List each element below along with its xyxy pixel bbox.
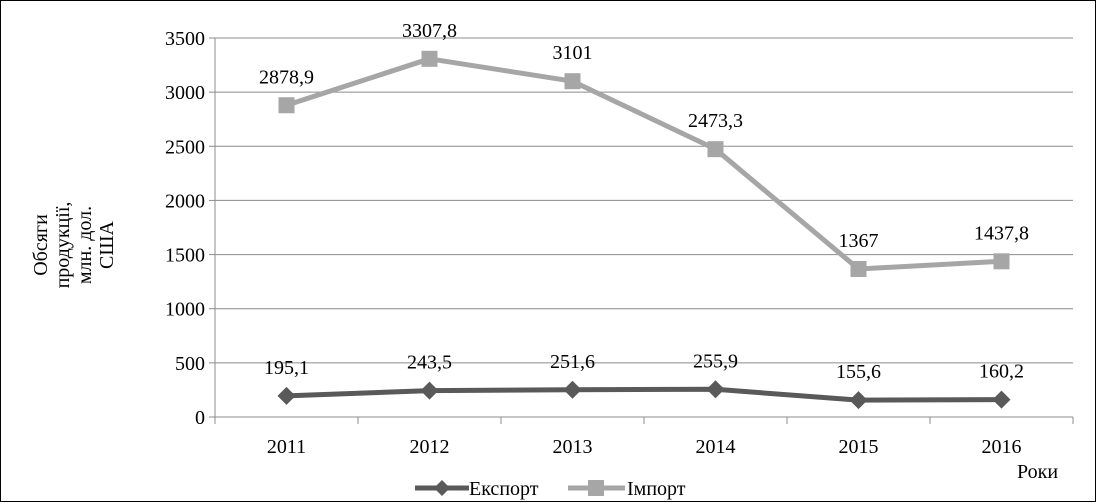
data-point-export-2011 [277,386,296,405]
y-axis-title-line-1: Обсяги [30,214,52,276]
data-label-import-2016: 1437,8 [974,222,1029,244]
data-label-import-2014: 2473,3 [688,110,743,132]
y-tick-label-1000: 1000 [165,299,205,321]
data-label-export-2012: 243,5 [407,352,452,374]
series-line-export [286,386,1002,403]
x-tick-label-2011: 2011 [267,436,306,458]
data-point-export-2012 [420,381,439,400]
x-tick-label-2014: 2014 [696,436,736,458]
data-label-export-2013: 251,6 [550,351,595,373]
y-tick-label-0: 0 [195,407,205,429]
data-label-import-2012: 3307,8 [402,20,457,42]
y-tick-label-2500: 2500 [165,136,205,158]
data-point-import-2014 [707,141,724,158]
series-line-import [285,56,1002,272]
y-tick-label-500: 500 [175,353,205,375]
x-tick-label-2015: 2015 [839,436,879,458]
x-axis-title: Роки [1017,461,1058,483]
series-group [277,50,1011,410]
y-axis-title-line-3: млн. дол. [74,206,96,284]
legend-label-export: Експорт [469,478,539,500]
legend-label-import: Імпорт [627,478,686,500]
x-tick-label-2013: 2013 [553,436,593,458]
data-labels: 195,1 243,5 251,6 255,9 155,6 160,2 2878,9 3307… [259,20,1029,383]
y-tick-label-3000: 3000 [165,82,205,104]
data-label-import-2011: 2878,9 [259,66,314,88]
data-label-export-2011: 195,1 [264,357,309,379]
y-axis-title-line-4: США [96,220,118,269]
data-point-export-2016 [992,390,1011,409]
y-tick-label-3500: 3500 [165,28,205,50]
y-tick-label-1500: 1500 [165,245,205,267]
data-label-export-2015: 155,6 [836,361,881,383]
data-point-import-2016 [993,253,1010,270]
legend: Експорт Імпорт [415,478,686,500]
y-tick-label-2000: 2000 [165,190,205,212]
legend-marker-export [434,480,450,496]
y-tick-labels: 0 500 1000 1500 2000 2500 3000 3500 [165,28,205,429]
axes [214,38,1074,424]
legend-item-export: Експорт [415,478,539,500]
data-label-export-2016: 160,2 [979,361,1024,383]
data-point-export-2014 [706,380,725,399]
data-label-import-2015: 1367 [839,230,879,252]
y-axis-title-line-2: продукції, [52,202,74,289]
legend-item-import: Імпорт [568,478,686,500]
data-point-export-2013 [563,380,582,399]
x-tick-label-2012: 2012 [410,436,450,458]
data-point-import-2015 [850,260,867,277]
data-point-import-2011 [278,97,295,114]
x-tick-label-2016: 2016 [982,436,1022,458]
data-point-import-2012 [421,50,438,67]
legend-marker-import [588,480,604,496]
data-point-export-2015 [849,391,868,410]
y-axis-title: Обсяги продукції, млн. дол. США [30,202,118,289]
data-label-import-2013: 3101 [553,42,593,64]
data-label-export-2014: 255,9 [693,350,738,372]
x-tick-labels: 2011 2012 2013 2014 2015 2016 [267,436,1022,458]
gridlines [209,37,1073,418]
data-point-import-2013 [564,73,581,90]
